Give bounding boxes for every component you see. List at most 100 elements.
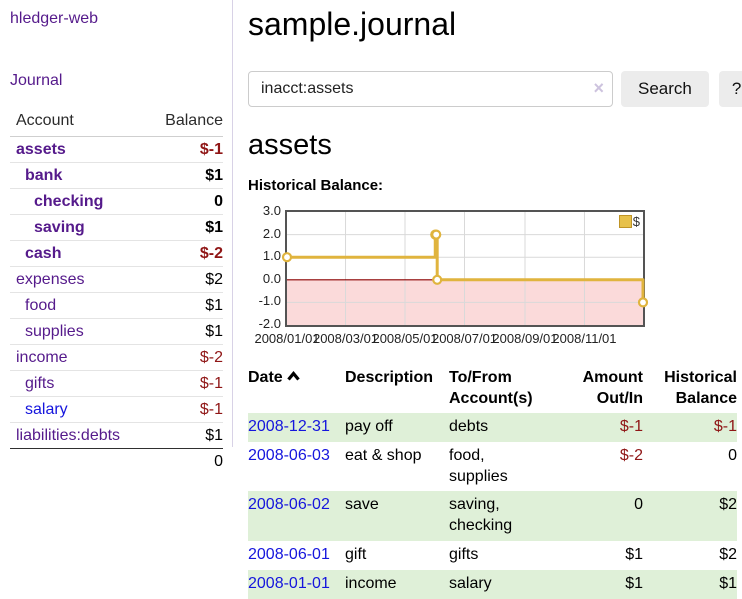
account-balance: $2 bbox=[144, 266, 223, 293]
account-row: assets $-1 bbox=[10, 137, 223, 163]
account-link[interactable]: checking bbox=[34, 192, 104, 210]
transaction-description: pay off bbox=[345, 417, 393, 435]
transaction-date-link[interactable]: 2008-06-02 bbox=[248, 496, 330, 514]
account-link[interactable]: cash bbox=[25, 244, 62, 262]
transaction-date-link[interactable]: 2008-06-03 bbox=[248, 446, 330, 464]
accounts-total-row: 0 bbox=[10, 448, 223, 475]
account-balance: $-2 bbox=[144, 344, 223, 371]
column-header-date[interactable]: Date bbox=[248, 367, 345, 413]
column-header-description: Description bbox=[345, 369, 434, 387]
accounts-table: Account Balance assets $-1 bank $1 check… bbox=[10, 110, 223, 475]
transaction-date-link[interactable]: 2008-01-01 bbox=[248, 574, 330, 592]
account-balance: $1 bbox=[144, 214, 223, 241]
account-balance: $-1 bbox=[144, 370, 223, 397]
account-link[interactable]: gifts bbox=[25, 374, 55, 392]
transaction-amount: $-2 bbox=[619, 446, 643, 464]
register-table: Date Description To/From Account(s) Amou… bbox=[248, 367, 737, 599]
transaction-amount: $-1 bbox=[619, 417, 643, 435]
help-button[interactable]: ? bbox=[718, 70, 742, 107]
brand-link[interactable]: hledger-web bbox=[10, 10, 99, 27]
account-row: food $1 bbox=[10, 292, 223, 319]
account-row: supplies $1 bbox=[10, 318, 223, 345]
account-balance: $1 bbox=[144, 318, 223, 345]
transaction-description: save bbox=[345, 496, 379, 514]
x-axis-tick-label: 2008/01/01 bbox=[254, 331, 320, 347]
column-header-balance: Historical Balance bbox=[664, 369, 737, 407]
account-balance: $1 bbox=[144, 162, 223, 189]
search-input[interactable] bbox=[248, 70, 613, 107]
account-row: income $-2 bbox=[10, 344, 223, 371]
account-row: salary $-1 bbox=[10, 396, 223, 423]
transaction-balance: $2 bbox=[719, 545, 737, 563]
account-link[interactable]: income bbox=[16, 348, 68, 366]
register-body: 2008-12-31 pay off debts $-1 $-1 2008-06… bbox=[248, 412, 737, 599]
account-link[interactable]: expenses bbox=[16, 270, 85, 288]
account-link[interactable]: food bbox=[25, 296, 57, 314]
legend-label: $ bbox=[632, 214, 640, 230]
register-row: 2008-06-03 eat & shop food, supplies $-2… bbox=[248, 442, 737, 492]
transaction-date-link[interactable]: 2008-06-01 bbox=[248, 545, 330, 563]
transaction-balance: $-1 bbox=[713, 417, 737, 435]
account-link[interactable]: assets bbox=[16, 140, 66, 158]
y-axis-tick-label: -2.0 bbox=[258, 316, 281, 332]
search-button[interactable]: Search bbox=[621, 70, 709, 107]
transaction-accounts: saving, checking bbox=[449, 496, 513, 535]
y-axis-tick-label: -1.0 bbox=[258, 293, 281, 309]
account-row: bank $1 bbox=[10, 162, 223, 189]
search-form: × Search ? bbox=[248, 70, 742, 107]
account-link[interactable]: saving bbox=[34, 218, 85, 236]
column-header-amount: Amount Out/In bbox=[582, 369, 643, 407]
register-row: 2008-06-01 gift gifts $1 $2 bbox=[248, 541, 737, 570]
y-axis-tick-label: 2.0 bbox=[262, 225, 281, 241]
account-row: saving $1 bbox=[10, 214, 223, 241]
legend-swatch-icon bbox=[618, 215, 632, 229]
sidebar-item-journal[interactable]: Journal bbox=[10, 72, 63, 89]
chart-legend: $ bbox=[618, 214, 640, 230]
chart-plot-area: $ bbox=[281, 210, 649, 328]
account-balance: $-2 bbox=[144, 240, 223, 267]
register-row: 2008-12-31 pay off debts $-1 $-1 bbox=[248, 412, 737, 442]
transaction-accounts: gifts bbox=[449, 545, 479, 563]
x-axis-tick-label: 2008/11/01 bbox=[552, 331, 617, 347]
sort-ascending-icon bbox=[286, 368, 300, 388]
account-row: checking 0 bbox=[10, 188, 223, 215]
transaction-accounts: salary bbox=[449, 574, 492, 592]
clear-search-icon[interactable]: × bbox=[593, 77, 604, 98]
accounts-total-value: 0 bbox=[144, 448, 223, 475]
transaction-date-link[interactable]: 2008-12-31 bbox=[248, 417, 330, 435]
transaction-accounts: food, supplies bbox=[449, 446, 508, 485]
transaction-accounts: debts bbox=[449, 417, 489, 435]
y-axis-tick-label: 3.0 bbox=[262, 203, 281, 219]
account-link[interactable]: bank bbox=[25, 166, 63, 184]
transaction-description: income bbox=[345, 574, 397, 592]
account-balance: $-1 bbox=[144, 396, 223, 423]
account-heading: assets bbox=[248, 128, 332, 161]
y-axis-tick-label: 1.0 bbox=[262, 248, 281, 264]
transaction-balance: 0 bbox=[728, 446, 737, 464]
accounts-header-balance: Balance bbox=[144, 110, 223, 137]
main-content: sample.journal × Search ? assets Histori… bbox=[233, 0, 742, 599]
accounts-body: assets $-1 bank $1 checking 0 saving $1 … bbox=[10, 137, 223, 449]
account-link[interactable]: liabilities:debts bbox=[16, 426, 121, 444]
x-axis-tick-label: 2008/03/01 bbox=[312, 331, 379, 347]
x-axis-tick-label: 2008/07/01 bbox=[431, 331, 498, 347]
x-axis-tick-label: 2008/09/01 bbox=[492, 331, 558, 347]
account-row: cash $-2 bbox=[10, 240, 223, 267]
account-link[interactable]: salary bbox=[25, 400, 68, 418]
transaction-amount: 0 bbox=[634, 496, 643, 514]
chart-title: Historical Balance: bbox=[248, 177, 384, 195]
chart-canvas bbox=[281, 212, 649, 326]
sidebar: hledger-web Journal Account Balance asse… bbox=[0, 0, 233, 475]
column-header-accounts: To/From Account(s) bbox=[449, 369, 533, 407]
account-link[interactable]: supplies bbox=[25, 322, 84, 340]
transaction-amount: $1 bbox=[625, 545, 643, 563]
account-balance: 0 bbox=[144, 188, 223, 215]
account-balance: $-1 bbox=[199, 140, 223, 158]
account-row: liabilities:debts $1 bbox=[10, 422, 223, 449]
account-balance: $1 bbox=[144, 422, 223, 449]
transaction-description: gift bbox=[345, 545, 367, 563]
register-row: 2008-06-02 save saving, checking 0 $2 bbox=[248, 491, 737, 541]
x-axis-tick-label: 2008/05/01 bbox=[372, 331, 438, 347]
page-title: sample.journal bbox=[248, 6, 457, 42]
